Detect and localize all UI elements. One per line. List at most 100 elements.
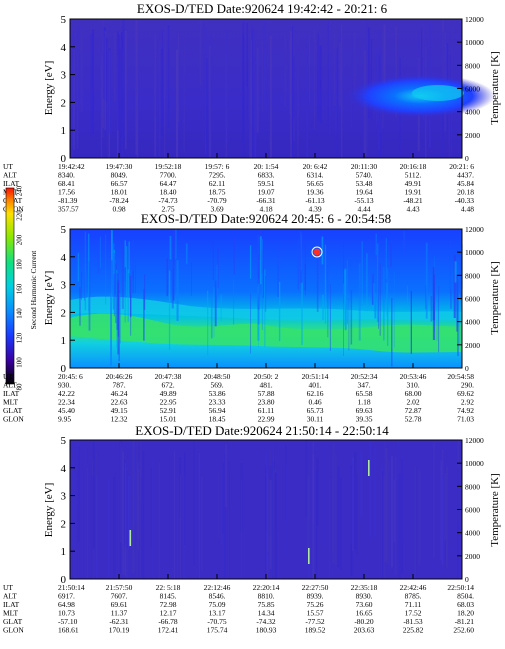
footer-row-label: ILAT <box>3 600 20 609</box>
texture-streak <box>275 472 277 579</box>
footer-cell: 19:42:42 <box>58 162 85 171</box>
texture-streak <box>209 35 212 155</box>
texture-streak <box>122 51 123 159</box>
footer-cell: 66.57 <box>111 179 128 188</box>
footer-cell: 4.43 <box>406 205 419 214</box>
texture-streak <box>289 38 291 115</box>
y-right-tick-label: 6000 <box>465 85 480 94</box>
footer-cell: -62.31 <box>109 617 129 626</box>
footer-cell: 8939. <box>307 592 324 601</box>
y-right-tick-label: 6000 <box>465 295 480 304</box>
footer-cell: 65.73 <box>307 406 324 415</box>
footer-cell: 20: 1:54 <box>254 162 279 171</box>
texture-streak <box>167 25 170 128</box>
texture-streak <box>391 455 393 568</box>
texture-streak <box>356 473 358 555</box>
texture-streak <box>175 229 177 259</box>
colorbar: 80 100 120 140 160 180 200 220 240 Second Harmon… <box>5 185 38 391</box>
footer-row-label: ILAT <box>3 389 20 398</box>
footer-cell: 252.60 <box>453 626 474 635</box>
y-tick-label: 4 <box>61 463 67 475</box>
texture-streak <box>85 447 86 579</box>
y-right-tick-label: 8000 <box>465 271 480 280</box>
texture-streak <box>142 451 145 579</box>
footer-cell: 21:50:14 <box>58 583 85 592</box>
texture-streak <box>343 230 344 304</box>
footer-cell: 3.69 <box>210 205 223 214</box>
footer-cell: 347. <box>357 381 370 390</box>
y-tick-label: 0 <box>61 574 67 586</box>
texture-streak <box>360 450 362 518</box>
texture-streak <box>205 28 207 155</box>
texture-streak <box>305 440 308 517</box>
y-right-tick-label: 12000 <box>465 436 484 445</box>
texture-streak <box>125 465 128 548</box>
footer-cell: 22:42:46 <box>400 583 427 592</box>
texture-streak <box>124 281 126 323</box>
y-tick-label: 2 <box>61 97 67 109</box>
panel-2-hot-spot-halo <box>311 246 323 258</box>
texture-streak <box>335 56 338 133</box>
panel-3-ylabel-right: Temperature [K] <box>489 473 501 546</box>
texture-streak <box>137 475 140 550</box>
texture-streak <box>304 263 306 291</box>
footer-cell: 1.18 <box>357 398 370 407</box>
footer-cell: 75.85 <box>258 600 275 609</box>
footer-cell: 20:11:30 <box>351 162 378 171</box>
texture-streak <box>445 466 448 569</box>
texture-streak <box>262 41 264 112</box>
texture-streak <box>180 474 182 579</box>
texture-streak <box>358 263 361 341</box>
colorbar-tick-label: 200 <box>16 234 24 245</box>
texture-streak <box>425 242 428 319</box>
texture-streak <box>316 245 319 312</box>
texture-streak <box>84 231 87 311</box>
panel-2-ylabel: Energy [eV] <box>43 271 55 325</box>
texture-streak <box>385 238 387 280</box>
footer-cell: -74.32 <box>256 617 276 626</box>
texture-streak <box>454 261 457 283</box>
texture-streak <box>261 239 263 298</box>
texture-streak <box>307 475 309 555</box>
texture-streak <box>366 253 368 312</box>
texture-streak <box>124 463 127 577</box>
panel-2-texture <box>77 229 463 367</box>
texture-streak <box>71 58 73 158</box>
texture-streak <box>284 32 287 107</box>
texture-streak <box>335 25 337 104</box>
texture-streak <box>183 474 185 579</box>
texture-streak <box>379 263 381 336</box>
texture-streak <box>254 30 257 159</box>
footer-cell: 22.34 <box>58 398 75 407</box>
texture-streak <box>107 42 109 133</box>
texture-streak <box>191 262 192 296</box>
footer-cell: 72.98 <box>160 600 177 609</box>
texture-streak <box>136 50 139 158</box>
texture-streak <box>327 22 329 128</box>
texture-streak <box>350 290 353 345</box>
texture-streak <box>90 33 93 136</box>
texture-streak <box>241 479 242 579</box>
texture-streak <box>210 296 213 339</box>
texture-streak <box>176 260 179 321</box>
texture-streak <box>166 258 169 297</box>
footer-cell: 180.93 <box>256 626 277 635</box>
texture-streak <box>317 33 320 121</box>
panel-2-green-band <box>70 313 462 353</box>
texture-streak <box>144 274 146 310</box>
texture-streak <box>250 294 251 354</box>
texture-streak <box>257 283 260 325</box>
footer-cell: 225.82 <box>403 626 424 635</box>
texture-streak <box>88 233 90 312</box>
footer-cell: 69.63 <box>356 406 373 415</box>
y-tick-label: 3 <box>61 491 67 503</box>
panel-3-title: EXOS-D/TED Date:920624 21:50:14 - 22:50:… <box>135 423 389 438</box>
texture-streak <box>329 284 331 351</box>
texture-streak <box>386 282 388 317</box>
panel-1-ylabel-right: Temperature [K] <box>489 51 501 124</box>
texture-streak <box>92 29 94 134</box>
footer-cell: 72.87 <box>405 406 422 415</box>
texture-streak <box>249 57 251 159</box>
footer-cell: 65.58 <box>356 389 373 398</box>
